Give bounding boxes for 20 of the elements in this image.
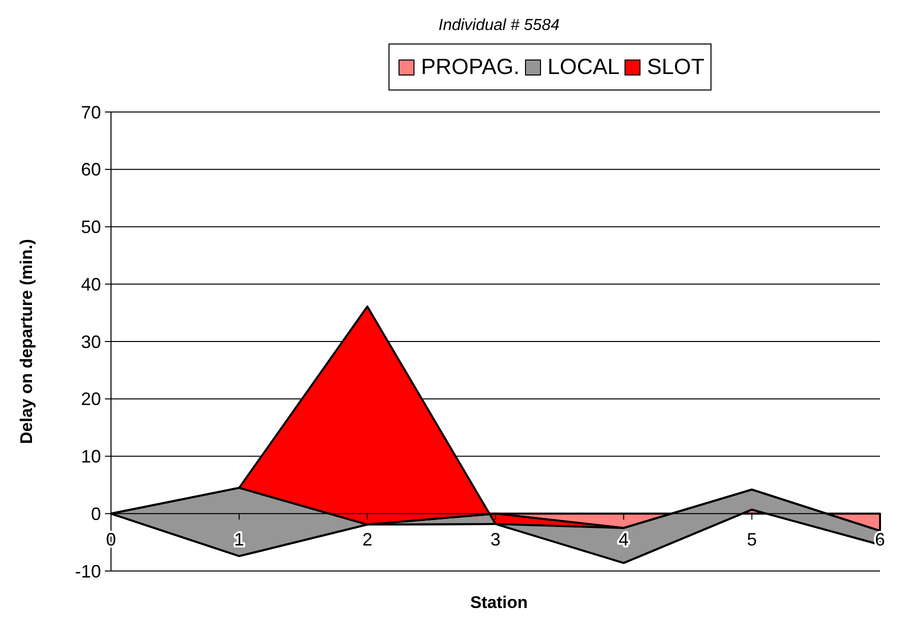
y-tick-label: -10 xyxy=(74,561,101,582)
y-axis-title: Delay on departure (min.) xyxy=(17,239,36,444)
x-tick-label: 4 xyxy=(618,530,629,550)
y-tick-label: 40 xyxy=(80,274,101,294)
y-tick-label: 60 xyxy=(80,160,101,180)
legend-label: LOCAL xyxy=(548,54,620,79)
y-tick-label: 0 xyxy=(90,504,101,524)
x-axis-title: Station xyxy=(470,593,528,612)
legend-label: SLOT xyxy=(647,54,704,79)
x-tick-label: 5 xyxy=(746,530,757,550)
x-tick-label: 2 xyxy=(362,530,372,550)
y-tick-label: 30 xyxy=(80,332,101,352)
y-tick-label: 20 xyxy=(80,389,101,410)
y-tick-label: 50 xyxy=(80,217,101,238)
y-tick-label: 10 xyxy=(80,446,101,467)
x-tick-label: 3 xyxy=(490,530,501,550)
legend-label: PROPAG. xyxy=(421,54,520,79)
y-tick-label: 70 xyxy=(80,102,101,122)
x-tick-label: 1 xyxy=(234,530,244,550)
chart-title: Individual # 5584 xyxy=(438,17,560,34)
